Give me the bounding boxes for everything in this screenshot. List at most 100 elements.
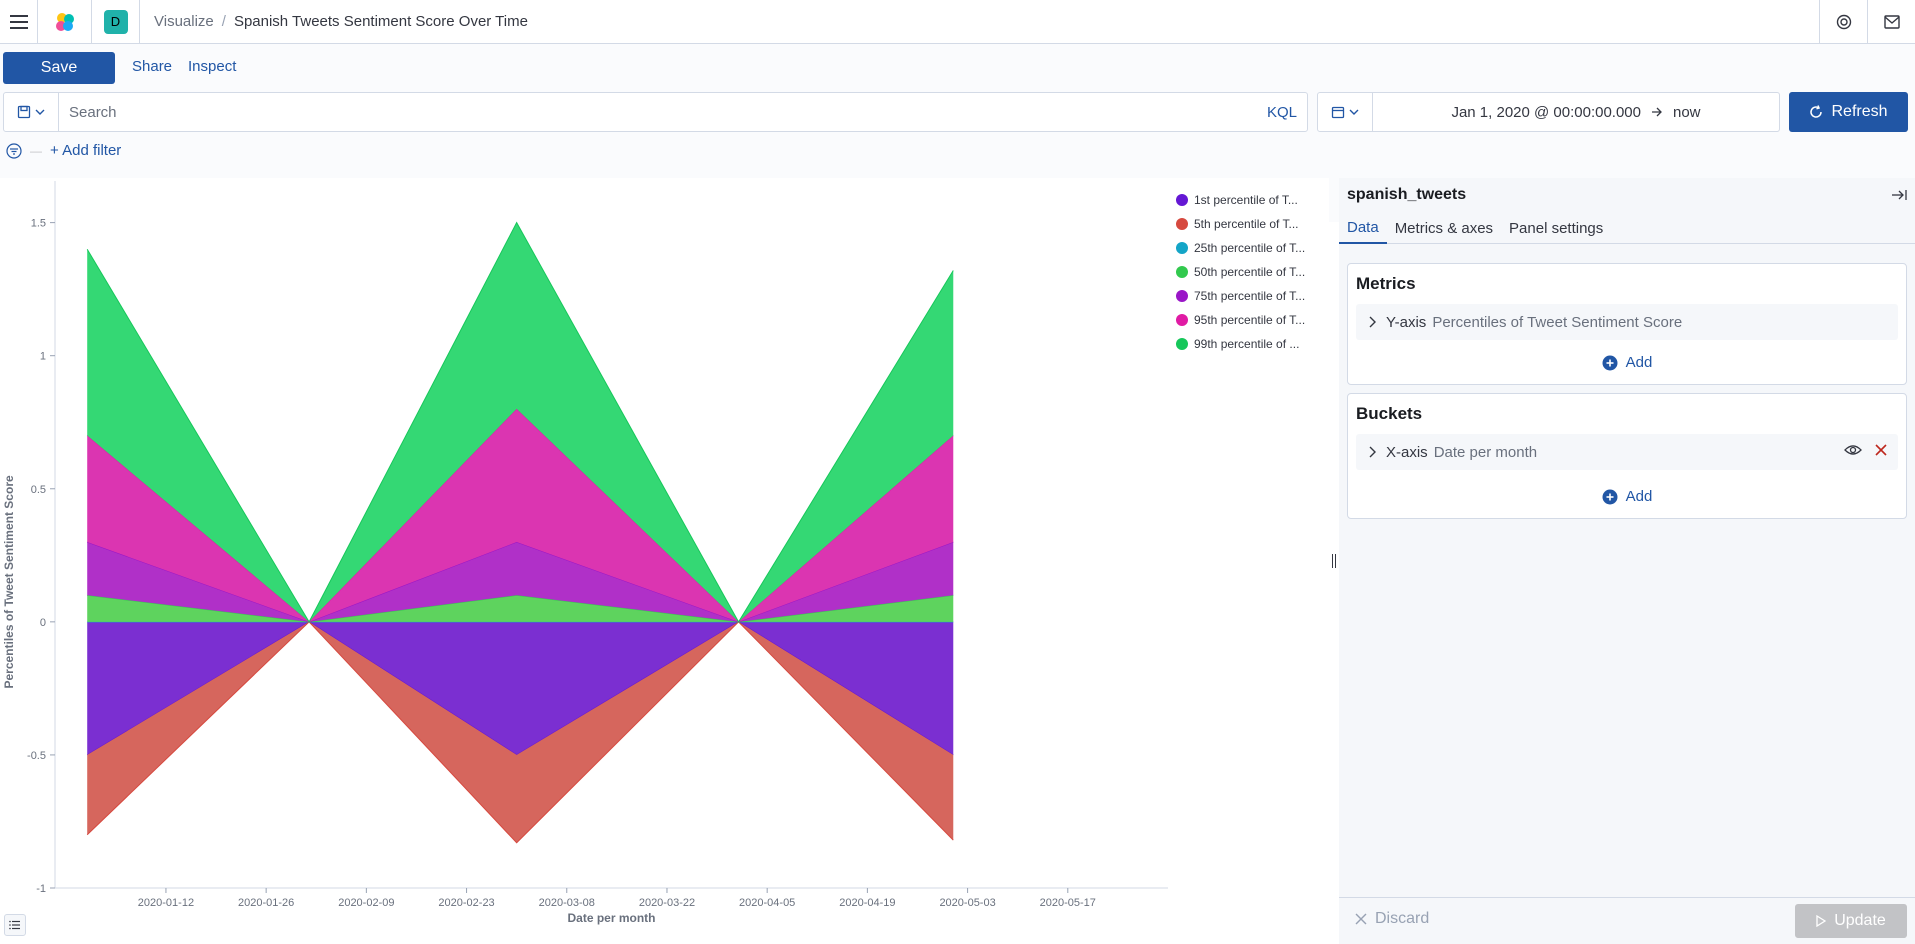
y-axis-agg-row[interactable]: Y-axis Percentiles of Tweet Sentiment Sc…	[1356, 304, 1898, 340]
x-tick-label-1: 2020-01-26	[238, 897, 294, 909]
start-date[interactable]: Jan 1, 2020 @ 00:00:00.000	[1451, 103, 1641, 121]
date-range: Jan 1, 2020 @ 00:00:00.000 now	[1373, 104, 1779, 121]
buckets-title: Buckets	[1356, 404, 1423, 423]
legend-color-dot	[1176, 194, 1188, 206]
saved-query-button[interactable]	[4, 93, 59, 131]
save-disk-icon	[17, 105, 31, 119]
x-axis-label: X-axis	[1386, 443, 1428, 461]
editor-sidebar: spanish_tweets Data Metrics & axes Panel…	[1339, 178, 1915, 944]
save-button[interactable]: Save	[3, 52, 115, 84]
query-bar: KQL	[3, 92, 1308, 132]
menu-icon[interactable]	[0, 0, 38, 44]
line-series-1	[86, 621, 954, 844]
mail-icon[interactable]	[1867, 0, 1915, 44]
arrow-right-icon	[1652, 107, 1662, 117]
legend-item[interactable]: 75th percentile of T...	[1176, 284, 1326, 308]
x-axis-agg-row[interactable]: X-axis Date per month	[1356, 434, 1898, 470]
update-button[interactable]: Update	[1795, 904, 1907, 938]
area-series-5	[87, 408, 954, 622]
legend-color-dot	[1176, 218, 1188, 230]
legend-item[interactable]: 99th percentile of ...	[1176, 332, 1326, 356]
x-tick-label-2: 2020-02-09	[338, 897, 394, 909]
legend-item[interactable]: 25th percentile of T...	[1176, 236, 1326, 260]
area-series-3	[87, 595, 954, 622]
legend-label: 1st percentile of T...	[1194, 193, 1298, 207]
refresh-icon	[1810, 105, 1823, 118]
calendar-icon	[1331, 106, 1345, 119]
space-avatar: D	[103, 9, 128, 34]
elastic-logo-icon[interactable]	[38, 0, 92, 44]
space-selector[interactable]: D	[92, 0, 140, 44]
delete-icon[interactable]	[1874, 443, 1888, 457]
area-series-0	[87, 621, 954, 755]
share-link[interactable]: Share	[132, 58, 173, 75]
x-tick-label-3: 2020-02-23	[438, 897, 494, 909]
help-icon[interactable]	[1819, 0, 1867, 44]
chevron-down-icon	[1349, 109, 1359, 115]
filter-icon[interactable]	[6, 142, 22, 159]
update-label: Update	[1834, 912, 1886, 929]
line-series-6	[86, 221, 954, 623]
y-tick-label-3: 0.5	[31, 484, 46, 496]
page-title: Spanish Tweets Sentiment Score Over Time	[233, 13, 528, 30]
collapse-sidebar-icon[interactable]	[1891, 188, 1907, 206]
breadcrumb-visualize[interactable]: Visualize	[154, 13, 214, 30]
add-metric-label: Add	[1625, 354, 1653, 371]
refresh-label: Refresh	[1831, 103, 1888, 120]
x-tick-label-8: 2020-05-03	[939, 897, 995, 909]
y-tick-label-1: -0.5	[27, 750, 46, 762]
quick-select-button[interactable]	[1318, 93, 1373, 131]
x-tick-label-9: 2020-05-17	[1040, 897, 1096, 909]
x-tick-label-4: 2020-03-08	[539, 897, 595, 909]
chevron-down-icon	[35, 109, 45, 115]
legend-color-dot	[1176, 290, 1188, 302]
legend-label: 50th percentile of T...	[1194, 265, 1306, 279]
end-date[interactable]: now	[1673, 103, 1701, 121]
area-series-6	[87, 222, 954, 622]
legend-item[interactable]: 50th percentile of T...	[1176, 260, 1326, 284]
plus-circle-icon	[1602, 489, 1618, 504]
area-series-1	[87, 621, 954, 843]
filter-bar: — + Add filter	[6, 142, 121, 159]
tab-data[interactable]: Data	[1339, 212, 1387, 244]
eye-icon[interactable]	[1844, 443, 1862, 457]
legend-toggle-icon[interactable]	[4, 914, 26, 936]
discard-button[interactable]: Discard	[1355, 910, 1429, 928]
date-picker: Jan 1, 2020 @ 00:00:00.000 now	[1317, 92, 1780, 132]
add-bucket-button[interactable]: Add	[1348, 488, 1906, 505]
refresh-button[interactable]: Refresh	[1789, 92, 1908, 132]
legend-label: 5th percentile of T...	[1194, 217, 1299, 231]
index-pattern-title: spanish_tweets	[1347, 186, 1467, 203]
legend-item[interactable]: 1st percentile of T...	[1176, 188, 1326, 212]
chart-legend: 1st percentile of T... 5th percentile of …	[1176, 188, 1326, 356]
x-axis-title: Date per month	[567, 911, 655, 925]
tab-metrics-axes[interactable]: Metrics & axes	[1394, 219, 1494, 237]
filter-separator: —	[30, 143, 42, 158]
play-icon	[1816, 915, 1827, 927]
x-tick-label-6: 2020-04-05	[739, 897, 795, 909]
inspect-link[interactable]: Inspect	[188, 58, 237, 75]
sidebar-footer: Discard Update	[1339, 897, 1915, 944]
plus-circle-icon	[1602, 355, 1618, 370]
y-tick-label-2: 0	[40, 617, 46, 629]
panel-resize-handle[interactable]	[1329, 178, 1339, 944]
add-bucket-label: Add	[1625, 488, 1653, 505]
cross-icon	[1355, 913, 1367, 925]
x-tick-label-7: 2020-04-19	[839, 897, 895, 909]
y-axis-title: Percentiles of Tweet Sentiment Score	[2, 475, 16, 689]
chevron-right-icon[interactable]	[1368, 446, 1376, 458]
add-filter-button[interactable]: + Add filter	[50, 142, 122, 159]
y-tick-label-5: 1.5	[31, 218, 46, 230]
legend-item[interactable]: 95th percentile of T...	[1176, 308, 1326, 332]
area-series-4	[87, 542, 954, 622]
x-tick-label-5: 2020-03-22	[639, 897, 695, 909]
kql-toggle[interactable]: KQL	[1266, 103, 1297, 121]
discard-label: Discard	[1375, 910, 1430, 927]
legend-item[interactable]: 5th percentile of T...	[1176, 212, 1326, 236]
legend-label: 25th percentile of T...	[1194, 241, 1306, 255]
search-input[interactable]	[59, 94, 1267, 130]
add-metric-button[interactable]: Add	[1348, 354, 1906, 371]
y-tick-label-4: 1	[40, 351, 46, 363]
tab-panel-settings[interactable]: Panel settings	[1509, 219, 1604, 237]
chevron-right-icon[interactable]	[1368, 316, 1376, 328]
